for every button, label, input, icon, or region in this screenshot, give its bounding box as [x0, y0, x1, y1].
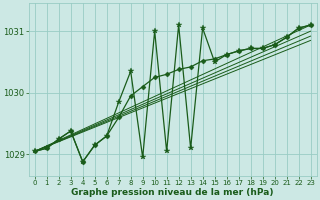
X-axis label: Graphe pression niveau de la mer (hPa): Graphe pression niveau de la mer (hPa) [71, 188, 274, 197]
